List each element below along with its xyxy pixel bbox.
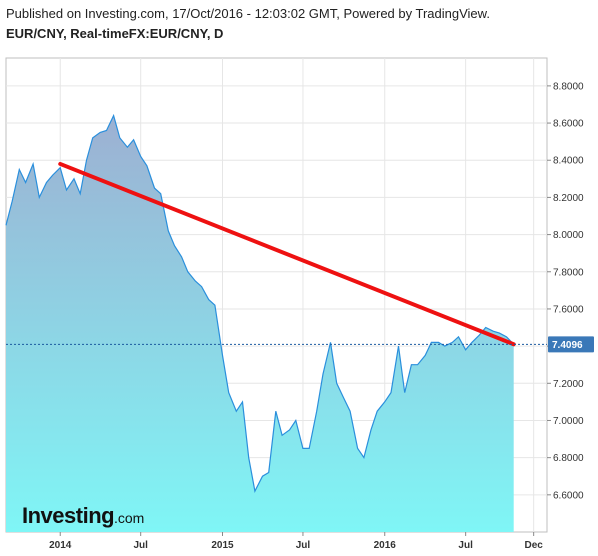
current-price-badge-bg — [548, 336, 594, 353]
y-tick-label: 8.0000 — [553, 230, 584, 241]
published-note: Published on Investing.com, 17/Oct/2016 … — [6, 6, 490, 21]
price-line — [5, 113, 515, 493]
y-tick-label: 7.6000 — [553, 304, 584, 315]
current-price-label: 7.4096 — [552, 340, 583, 351]
current-price-badge: 7.4096 — [548, 336, 594, 353]
y-tick-label: 7.2000 — [553, 379, 584, 390]
x-tick-label: 2015 — [211, 540, 234, 551]
y-tick-label: 7.0000 — [553, 416, 584, 427]
price-area — [6, 115, 514, 532]
x-tick-label: 2014 — [49, 540, 72, 551]
y-tick-label: 6.8000 — [553, 453, 584, 464]
y-tick-label: 8.8000 — [553, 81, 584, 92]
investing-logo: Investing .com — [22, 503, 144, 528]
chart-header: Published on Investing.com, 17/Oct/2016 … — [6, 6, 490, 41]
x-axis: 2014 Jul 2015 Jul 2016 Jul Dec — [49, 532, 543, 551]
x-tick-label: Jul — [296, 540, 311, 551]
y-tick-label: 8.4000 — [553, 156, 584, 167]
y-tick-label: 8.2000 — [553, 193, 584, 204]
chart-title: EUR/CNY, Real-timeFX:EUR/CNY, D — [6, 26, 224, 41]
x-tick-label: Dec — [524, 540, 543, 551]
x-tick-label: Jul — [458, 540, 473, 551]
logo-suffix-text: .com — [114, 510, 144, 526]
y-axis: 6.60006.80007.00007.20007.40007.60007.80… — [547, 81, 584, 501]
y-tick-label: 6.6000 — [553, 490, 584, 501]
x-tick-label: 2016 — [374, 540, 397, 551]
logo-main-text: Investing — [22, 503, 114, 528]
y-tick-label: 8.6000 — [553, 119, 584, 130]
trendline[interactable] — [58, 161, 516, 347]
x-tick-label: Jul — [133, 540, 148, 551]
y-tick-label: 7.8000 — [553, 267, 584, 278]
